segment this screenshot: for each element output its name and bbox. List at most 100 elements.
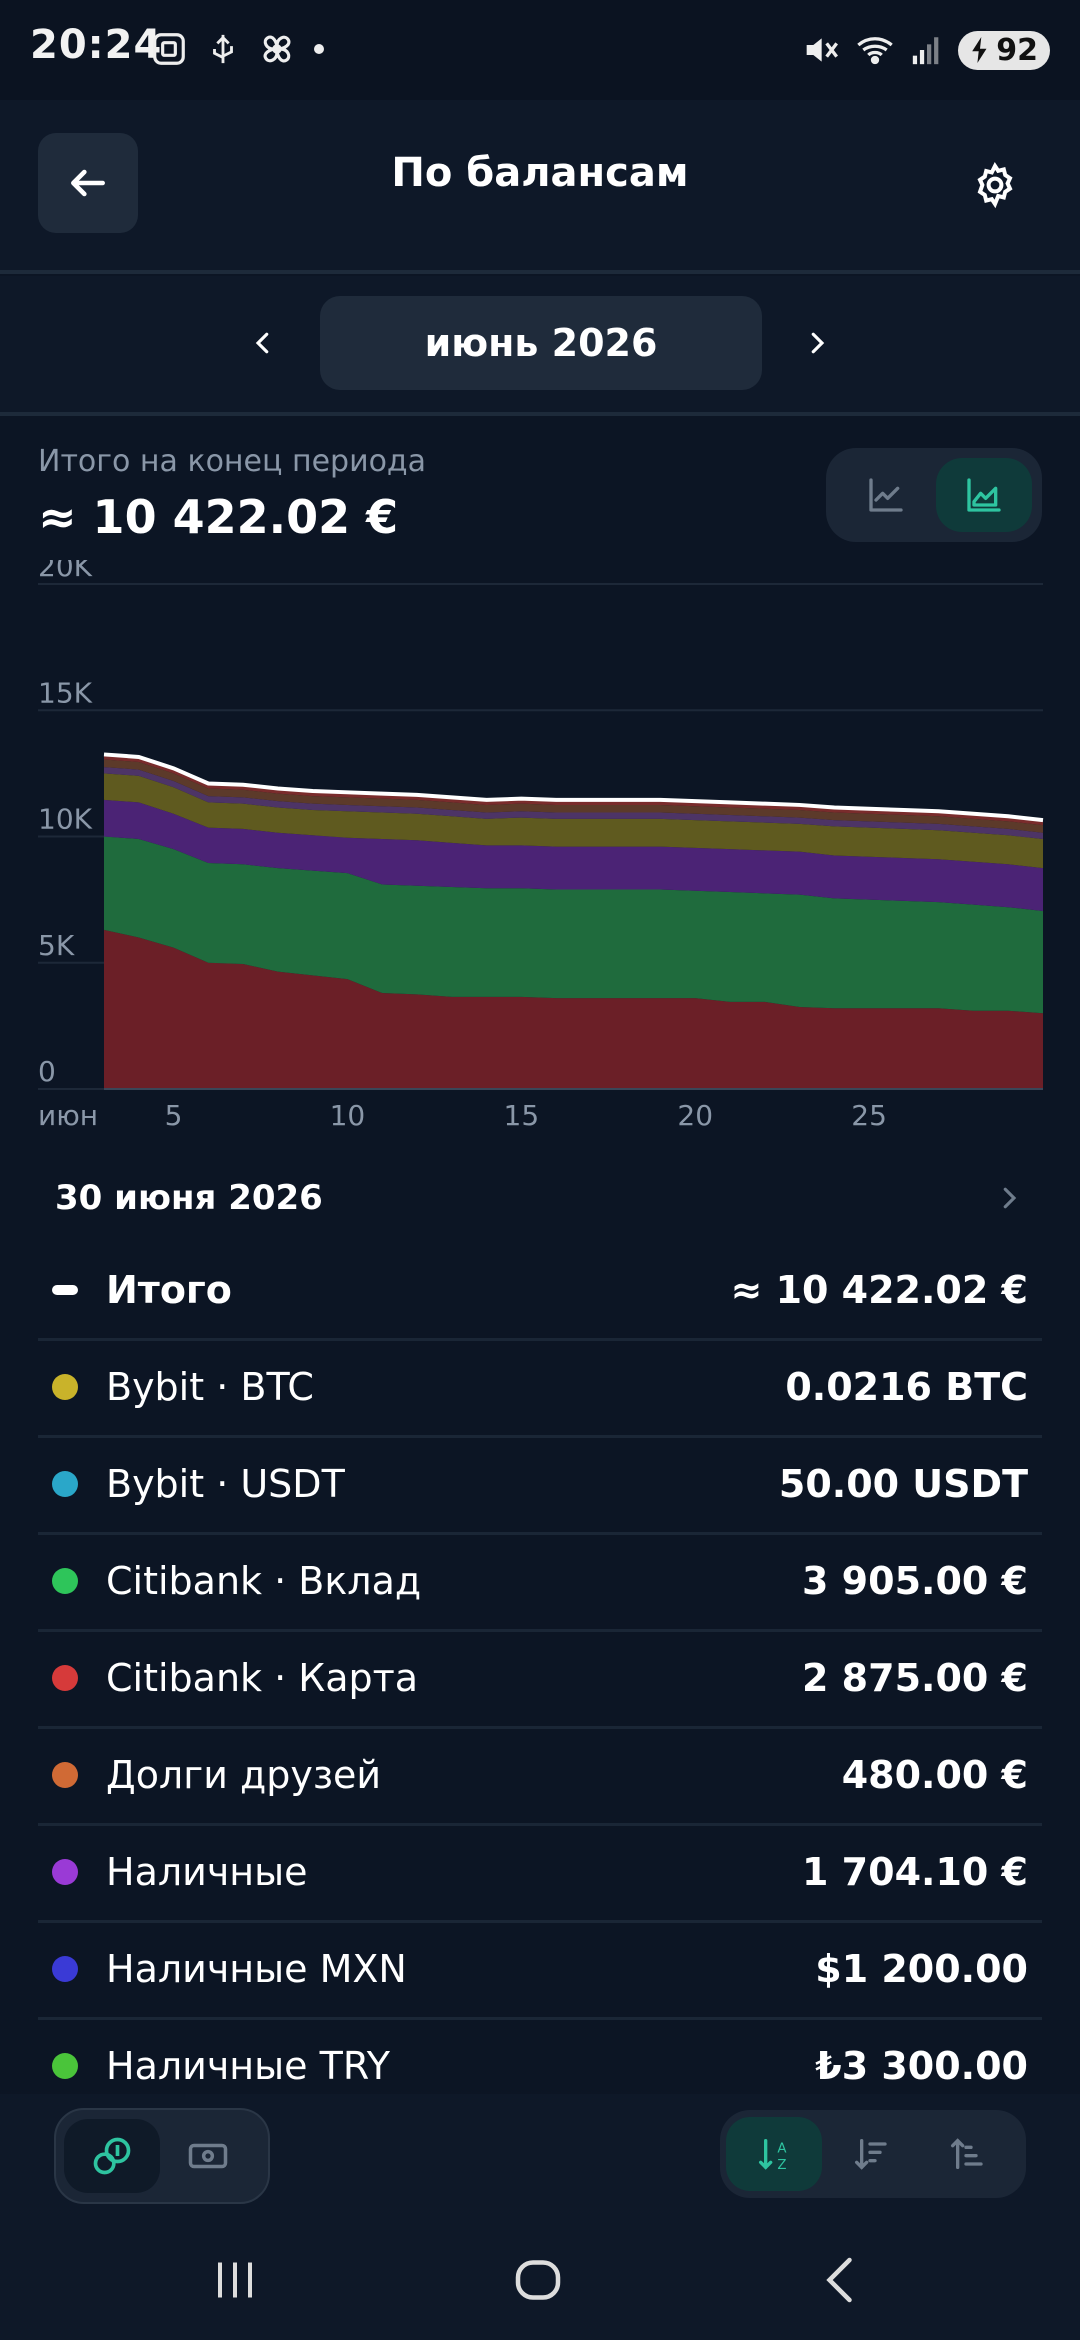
recent-apps-button[interactable] — [205, 2250, 265, 2310]
account-label: Наличные — [106, 1850, 308, 1894]
battery-indicator: 92 — [958, 30, 1050, 70]
sort-ascending-icon — [951, 2138, 983, 2169]
gear-icon — [977, 162, 1013, 209]
account-color-dot-icon — [52, 1762, 78, 1788]
charging-icon — [972, 37, 987, 63]
list-date-heading: 30 июня 2026 — [55, 1178, 323, 1218]
mute-icon — [806, 38, 839, 62]
summary-label: Итого на конец периода — [38, 444, 427, 479]
x-tick-label: 20 — [677, 1099, 713, 1130]
settings-button[interactable] — [960, 150, 1030, 220]
date-detail-button[interactable] — [994, 1180, 1024, 1220]
line-chart-button[interactable] — [838, 458, 934, 532]
x-tick-label: июн — [38, 1099, 98, 1130]
wifi-icon — [857, 37, 893, 65]
chevron-left-icon — [255, 332, 269, 354]
area-chart-icon — [967, 478, 1001, 512]
account-value: ₺3 300.00 — [815, 2044, 1028, 2088]
status-right-icons: 92 — [800, 30, 1050, 70]
sort-alpha-icon: AZ — [759, 2139, 786, 2173]
x-tick-label: 10 — [330, 1099, 366, 1130]
back-button[interactable] — [38, 133, 138, 233]
account-label: Наличные TRY — [106, 2044, 390, 2088]
banknote-icon — [188, 2143, 228, 2169]
period-divider — [0, 412, 1080, 416]
account-color-dot-icon — [52, 1568, 78, 1594]
usb-icon — [213, 34, 233, 64]
account-row[interactable]: Долги друзей 480.00 € — [38, 1727, 1042, 1826]
currency-mode-toggle — [54, 2108, 270, 2204]
sort-descending-icon — [855, 2139, 887, 2170]
account-color-dot-icon — [52, 1665, 78, 1691]
account-row[interactable]: Наличные MXN $1 200.00 — [38, 1921, 1042, 2020]
area-chart-button[interactable] — [936, 458, 1032, 532]
screenshot-icon — [153, 33, 185, 65]
account-label: Citibank · Вклад — [106, 1559, 422, 1603]
account-color-dot-icon — [52, 1471, 78, 1497]
x-tick-label: 15 — [504, 1099, 540, 1130]
account-label: Citibank · Карта — [106, 1656, 419, 1700]
home-icon — [515, 2260, 561, 2300]
account-value: 2 875.00 € — [802, 1656, 1028, 1700]
battery-level: 92 — [996, 32, 1038, 68]
status-bar — [0, 0, 1080, 100]
x-tick-label: 25 — [851, 1099, 887, 1130]
cash-mode-button[interactable] — [160, 2119, 256, 2193]
recent-apps-icon — [218, 2262, 252, 2298]
y-tick-label: 0 — [38, 1055, 56, 1088]
area-series-3 — [104, 773, 1043, 869]
account-row[interactable]: Citibank · Карта 2 875.00 € — [38, 1630, 1042, 1729]
account-label: Наличные MXN — [106, 1947, 407, 1991]
system-back-button[interactable] — [812, 2250, 872, 2310]
account-value: 50.00 USDT — [778, 1462, 1028, 1506]
total-row[interactable]: Итого ≈ 10 422.02 € — [38, 1242, 1042, 1341]
account-color-dot-icon — [52, 2053, 78, 2079]
signal-icon — [913, 37, 939, 65]
y-tick-label: 20K — [38, 560, 93, 583]
line-chart-icon — [869, 478, 903, 512]
account-row[interactable]: Bybit · USDT 50.00 USDT — [38, 1436, 1042, 1535]
account-value: 0.0216 BTC — [785, 1365, 1028, 1409]
y-tick-label: 15K — [38, 676, 93, 709]
total-line — [103, 752, 1044, 823]
page-title: По балансам — [391, 150, 689, 196]
status-left-icons — [150, 30, 324, 68]
account-label: Долги друзей — [106, 1753, 382, 1797]
header-divider — [0, 270, 1080, 274]
period-selector[interactable]: июнь 2026 — [320, 296, 762, 390]
account-label: Bybit · BTC — [106, 1365, 314, 1409]
y-tick-label: 10K — [38, 803, 93, 836]
status-time: 20:24 — [30, 22, 163, 68]
fan-icon — [263, 35, 291, 63]
area-series-5 — [104, 759, 1043, 833]
area-series-1 — [104, 836, 1043, 1014]
chevron-right-icon — [1003, 1187, 1017, 1209]
coins-mode-button[interactable] — [64, 2119, 160, 2193]
home-button[interactable] — [508, 2250, 568, 2310]
total-label: Итого — [106, 1268, 232, 1312]
next-period-button[interactable] — [792, 318, 842, 368]
chevron-left-icon — [826, 2257, 852, 2303]
x-tick-label: 5 — [165, 1099, 183, 1130]
arrow-left-icon — [71, 169, 105, 197]
total-value: ≈ 10 422.02 € — [730, 1268, 1029, 1312]
account-color-dot-icon — [52, 1956, 78, 1982]
notification-dot-icon — [314, 44, 324, 54]
prev-period-button[interactable] — [238, 318, 288, 368]
y-tick-label: 5K — [38, 929, 75, 962]
account-value: $1 200.00 — [815, 1947, 1028, 1991]
account-row[interactable]: Наличные 1 704.10 € — [38, 1824, 1042, 1923]
account-row[interactable]: Citibank · Вклад 3 905.00 € — [38, 1533, 1042, 1632]
area-series-0 — [104, 929, 1043, 1089]
app-header — [0, 100, 1080, 270]
balance-area-chart: 0 5K 10K 15K 20K июн 5 10 15 20 25 — [38, 560, 1044, 1130]
sort-descending-button[interactable] — [822, 2117, 918, 2191]
account-color-dot-icon — [52, 1374, 78, 1400]
account-row[interactable]: Bybit · BTC 0.0216 BTC — [38, 1339, 1042, 1438]
svg-text:Z: Z — [777, 2158, 786, 2173]
coins-icon — [93, 2137, 131, 2175]
sort-ascending-button[interactable] — [918, 2117, 1014, 2191]
area-series-4 — [104, 767, 1043, 840]
